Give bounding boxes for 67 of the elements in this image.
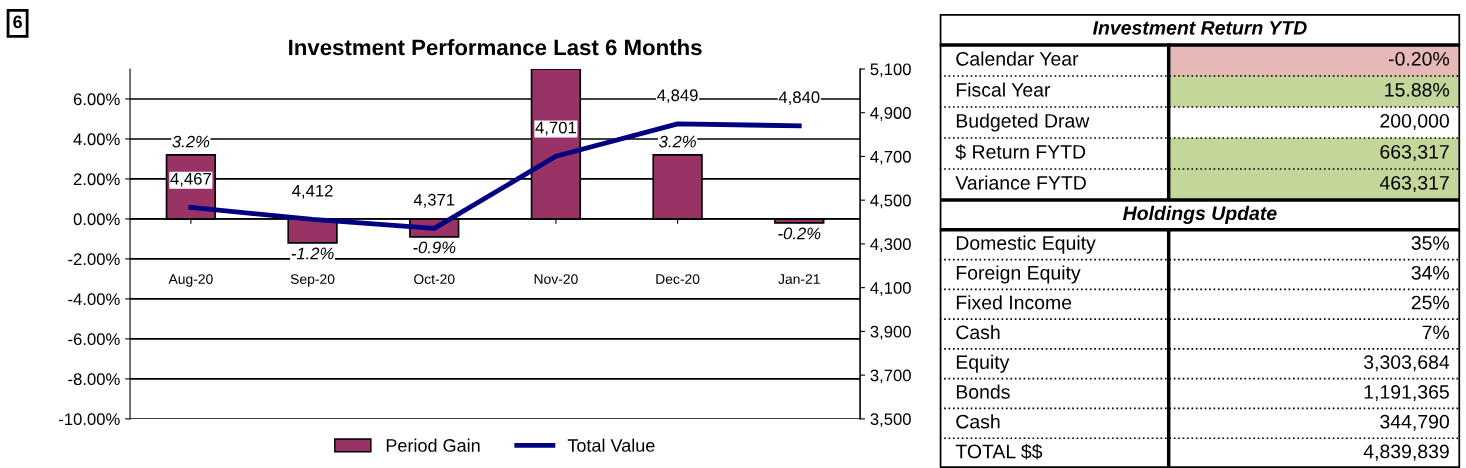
text: 15.88%	[1385, 82, 1450, 97]
data-label: 3.2%	[658, 135, 696, 148]
text: 25%	[1411, 295, 1450, 310]
category-label: Cash	[956, 414, 1000, 429]
category-label: $ Return FYTD	[955, 144, 1086, 160]
category-label: Equity	[956, 354, 1010, 373]
x-tick-label: Jan-21	[778, 274, 820, 284]
y2-tick-label: 4,300	[870, 238, 911, 253]
category-label: Domestic Equity	[956, 235, 1096, 254]
text: 463,317	[1379, 175, 1449, 193]
x-tick-label: Nov-20	[534, 274, 578, 284]
data-label: -1.2%	[291, 247, 334, 260]
data-label: 4,371	[413, 193, 455, 208]
category-label: TOTAL $$	[955, 443, 1043, 460]
y2-tick-label: 4,500	[870, 194, 911, 209]
text: -0.20%	[1388, 51, 1450, 66]
y-tick-label: 2.00%	[73, 173, 120, 186]
data-label: 4,849	[657, 89, 698, 104]
y2-tick-label: 3,900	[870, 325, 911, 340]
data-label: 4,467	[170, 172, 211, 187]
y-tick-label: 0.00%	[73, 213, 120, 226]
chart-title: Investment Performance Last 6 Months	[289, 38, 702, 56]
y-tick-label: -4.00%	[68, 293, 120, 306]
x-tick-label: Dec-20	[656, 274, 700, 284]
y-tick-label: -10.00%	[58, 413, 120, 426]
y2-tick-label: 4,100	[870, 282, 911, 296]
text: 3,303,684	[1363, 355, 1450, 372]
category-label: Fixed Income	[956, 295, 1072, 310]
category-label: Foreign Equity	[956, 265, 1081, 284]
category-label: Calendar Year	[956, 51, 1079, 66]
text: Investment Return YTD	[1092, 21, 1307, 35]
data-label: -0.2%	[778, 227, 821, 240]
text: 4,839,839	[1363, 444, 1449, 461]
text: 344,790	[1380, 414, 1449, 431]
y-tick-label: -2.00%	[68, 253, 120, 266]
y-tick-label: 6.00%	[73, 93, 120, 106]
data-label: 3.2%	[172, 135, 210, 148]
legend-label: Period Gain	[386, 438, 480, 452]
text: Holdings Update	[1123, 205, 1277, 224]
category-label: Cash	[956, 324, 1000, 340]
category-label: Budgeted Draw	[956, 113, 1090, 132]
x-tick-label: Sep-20	[290, 274, 335, 287]
y2-tick-label: 4,700	[870, 150, 911, 165]
y2-tick-label: 3,500	[870, 413, 911, 428]
text: 6	[13, 15, 22, 29]
y-tick-label: -8.00%	[68, 373, 120, 386]
y2-tick-label: 4,900	[870, 107, 911, 121]
text: 35%	[1411, 236, 1450, 250]
text: 200,000	[1380, 113, 1449, 131]
legend-label: Total Value	[567, 438, 655, 452]
y2-tick-label: 3,700	[870, 369, 911, 384]
text: 34%	[1411, 265, 1450, 280]
data-label: -0.9%	[413, 241, 456, 254]
x-tick-label: Oct-20	[414, 274, 455, 284]
category-label: Bonds	[956, 384, 1010, 399]
data-label: 4,701	[535, 121, 576, 136]
category-label: Fiscal Year	[956, 82, 1051, 97]
x-tick-label: Aug-20	[168, 274, 213, 287]
y-tick-label: -6.00%	[68, 333, 120, 346]
category-label: Variance FYTD	[955, 175, 1086, 190]
text: 7%	[1422, 325, 1450, 340]
y2-tick-label: 5,100	[870, 63, 911, 78]
y-tick-label: 4.00%	[73, 133, 120, 146]
data-label: 4,840	[778, 91, 820, 106]
data-label: 4,412	[292, 184, 333, 199]
text: 1,191,365	[1364, 385, 1449, 402]
text: 663,317	[1380, 144, 1449, 162]
